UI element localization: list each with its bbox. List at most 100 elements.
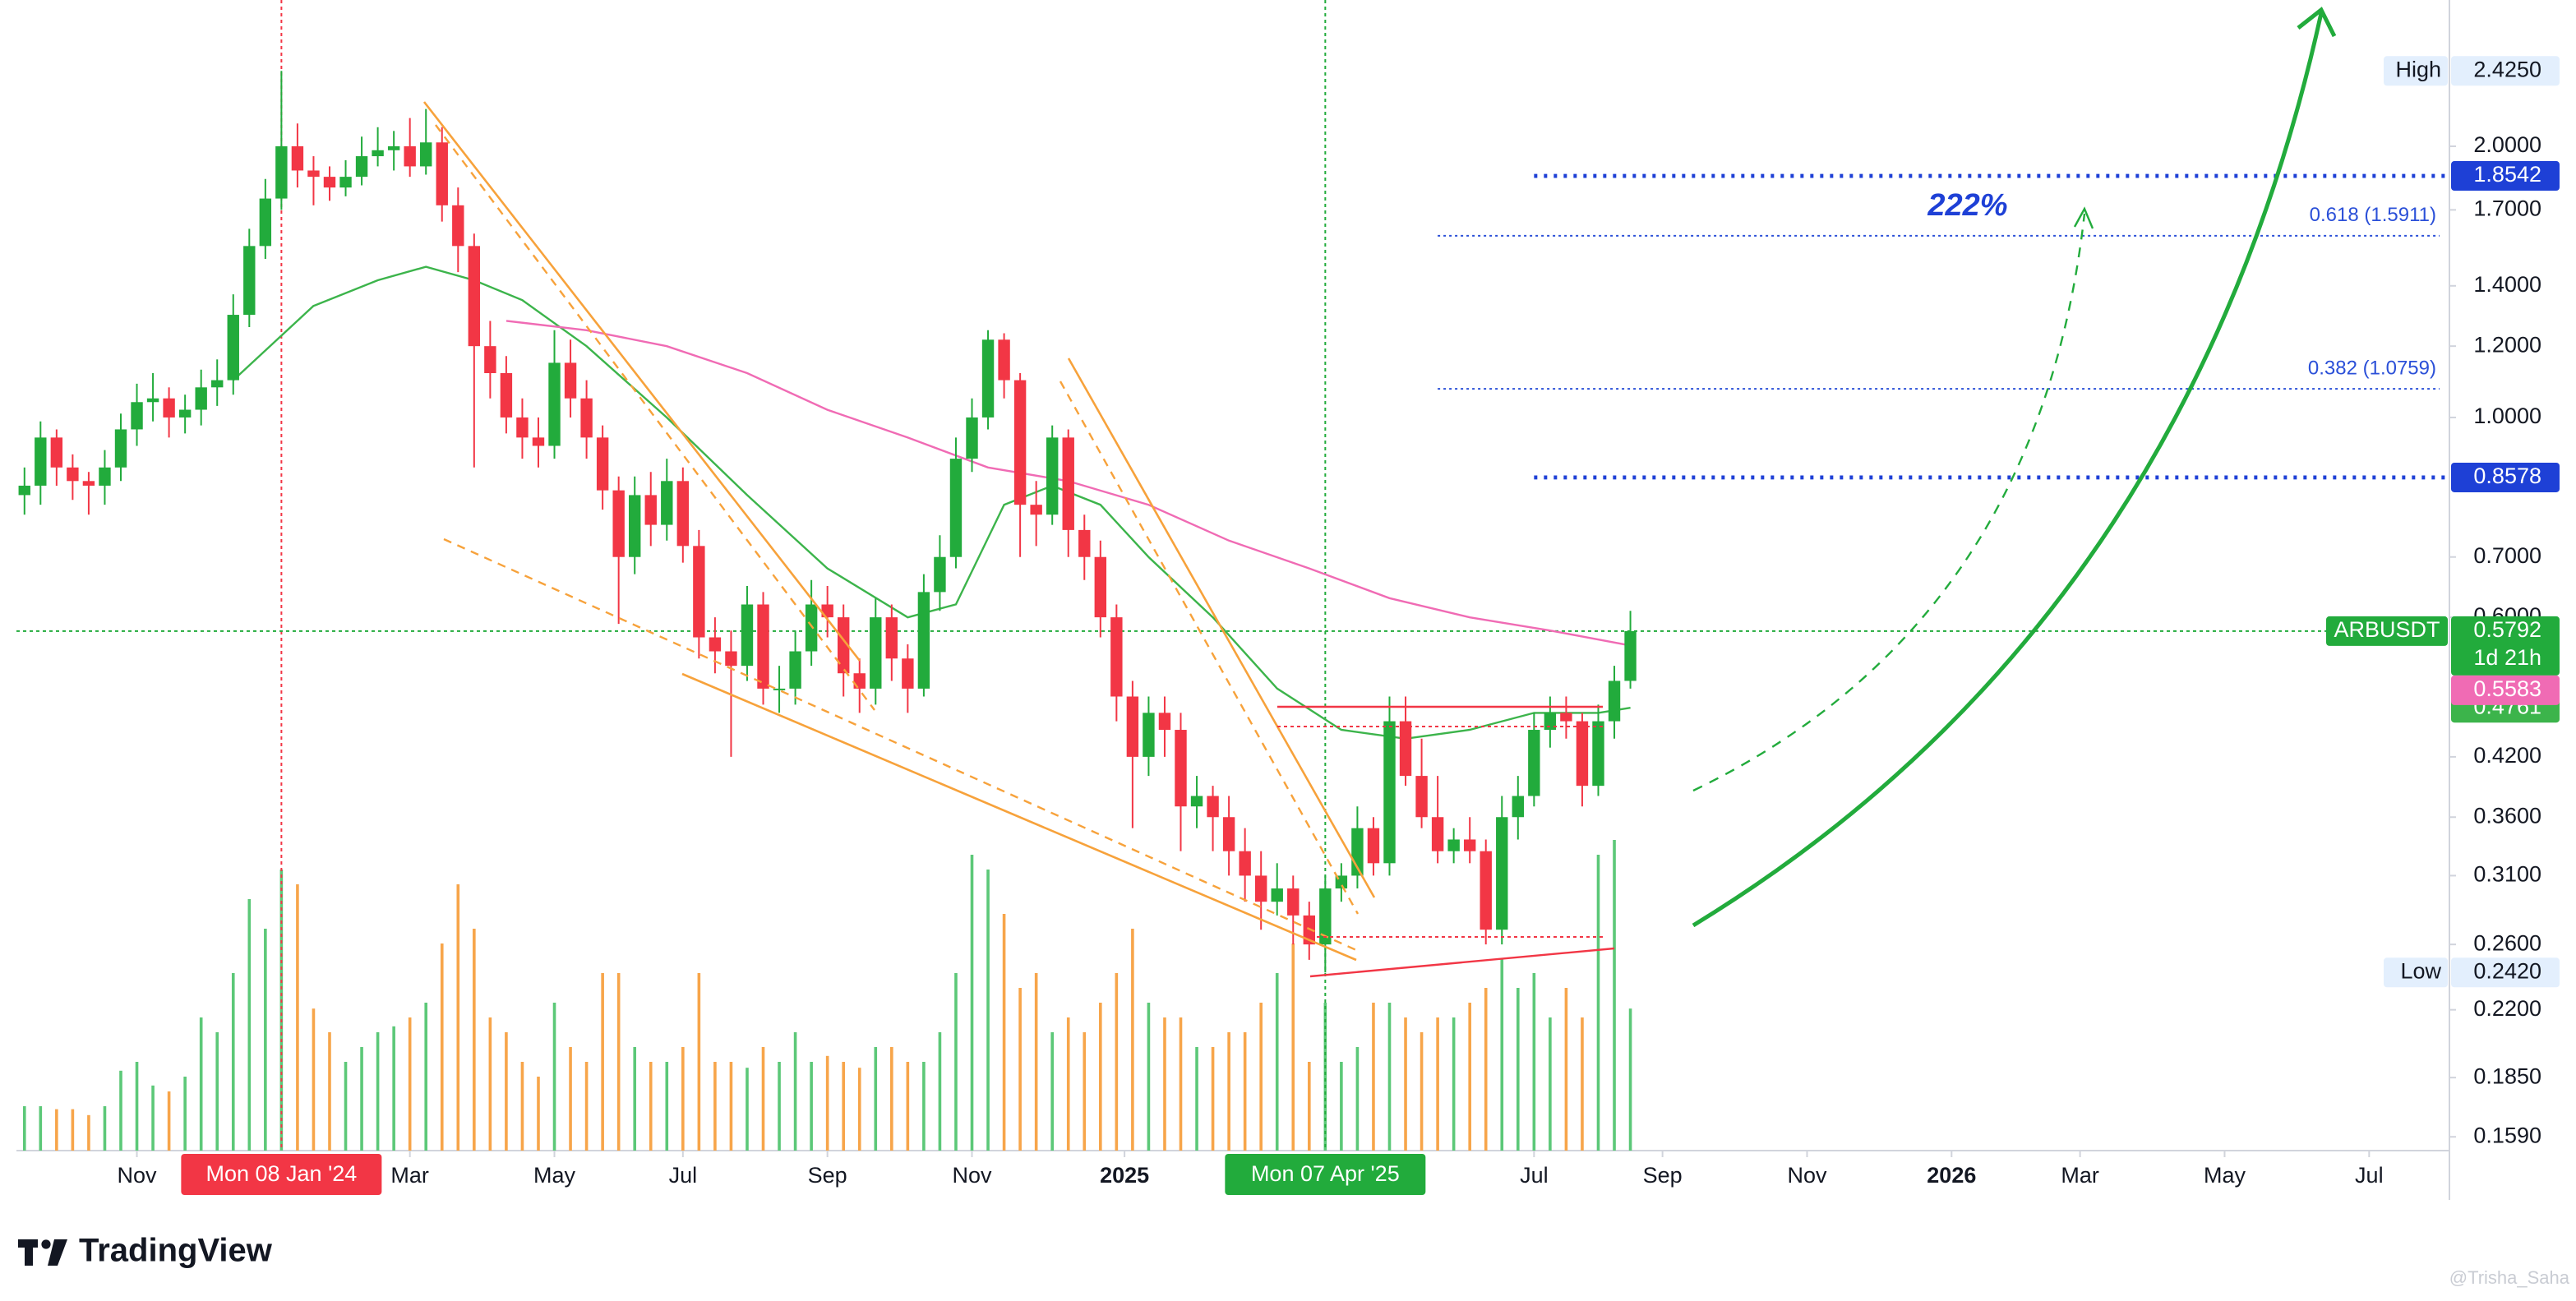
candle-body	[1046, 437, 1059, 515]
y-tick-label: 0.3600	[2473, 803, 2541, 828]
high-tag	[2384, 56, 2448, 86]
volume-bar	[55, 1109, 58, 1151]
candle-body	[1175, 730, 1187, 807]
candle-body	[372, 150, 384, 157]
candle-body	[966, 417, 978, 459]
volume-bar	[167, 1091, 171, 1151]
candle-body	[1239, 851, 1251, 876]
high-label: 2.4250	[2473, 57, 2541, 81]
volume-bar	[1083, 1032, 1087, 1151]
arrow-head	[2073, 206, 2094, 229]
candle-body	[548, 362, 561, 446]
candle-body	[596, 437, 609, 491]
trend-line	[435, 124, 875, 711]
candle-body	[387, 146, 400, 150]
candle-body	[1480, 851, 1492, 930]
annotation: 222%	[1927, 188, 2007, 223]
volume-bar	[199, 1017, 203, 1151]
candle-body	[452, 205, 464, 247]
volume-bar	[1452, 1017, 1456, 1151]
x-tick-label: Jul	[669, 1163, 698, 1188]
volume-bar	[810, 1062, 813, 1151]
volume-bar	[312, 1008, 316, 1151]
volume-bar	[970, 855, 974, 1151]
candle-body	[1158, 713, 1171, 731]
level-box	[2451, 161, 2560, 191]
candle-body	[853, 673, 866, 689]
volume-bar	[279, 870, 284, 1151]
ma-label: 0.5583	[2473, 676, 2541, 701]
countdown-label: 1d 21h	[2473, 645, 2541, 670]
volume-bar	[954, 973, 958, 1151]
volume-bar	[681, 1047, 685, 1151]
date-marker-label: Mon 08 Jan '24	[205, 1161, 357, 1186]
volume-bar	[793, 1032, 797, 1151]
volume-bar	[1484, 988, 1488, 1151]
candle-body	[1431, 817, 1444, 851]
candle-body	[131, 402, 143, 430]
x-tick-label: Sep	[1643, 1163, 1683, 1188]
volume-bar	[857, 1068, 861, 1151]
candle-body	[1319, 888, 1332, 945]
candle-body	[420, 142, 432, 167]
candle-body	[644, 495, 657, 525]
volume-layer	[22, 840, 1632, 1151]
candle-body	[516, 417, 529, 438]
volume-bar	[87, 1114, 90, 1151]
candle-body	[1512, 796, 1524, 818]
candle-body	[67, 467, 79, 482]
volume-bar	[1628, 1008, 1632, 1151]
candle-body	[82, 481, 95, 486]
volume-bar	[1404, 1017, 1407, 1151]
y-tick-label: 2.0000	[2473, 132, 2541, 157]
volume-bar	[1372, 1003, 1375, 1151]
logo: TradingView	[18, 1233, 273, 1269]
volume-bar	[825, 1055, 829, 1151]
candle-body	[1062, 437, 1074, 530]
candle-body	[1110, 617, 1123, 697]
volume-bar	[456, 884, 460, 1151]
volume-bar	[584, 1062, 589, 1151]
candle-body	[612, 490, 625, 557]
volume-bar	[505, 1032, 508, 1151]
volume-bar	[1163, 1017, 1166, 1151]
volume-bar	[729, 1062, 733, 1151]
volume-bar	[408, 1017, 412, 1151]
candle-body	[259, 198, 272, 247]
volume-bar	[473, 929, 476, 1151]
candle-body	[1383, 721, 1396, 864]
fib-label: 0.382 (1.0759)	[2308, 357, 2436, 379]
volume-bar	[552, 1003, 556, 1151]
level-box	[2451, 462, 2560, 492]
candle-body	[1399, 721, 1412, 777]
volume-bar	[616, 973, 621, 1151]
moving-average	[232, 265, 1631, 740]
volume-bar	[1243, 1032, 1247, 1151]
volume-bar	[231, 973, 235, 1151]
candle-body	[1592, 721, 1604, 787]
volume-bar	[1179, 1017, 1183, 1151]
volume-bar	[1323, 1003, 1327, 1151]
volume-bar	[665, 1062, 669, 1151]
candle-body	[227, 315, 239, 381]
volume-bar	[360, 1047, 363, 1151]
candle-body	[1415, 776, 1428, 818]
volume-bar	[1291, 943, 1295, 1151]
volume-bar	[1549, 1017, 1552, 1151]
volume-bar	[520, 1062, 524, 1151]
candle-body	[998, 339, 1010, 381]
candle-body	[676, 481, 690, 547]
y-tick-label: 0.2200	[2473, 996, 2541, 1021]
volume-bar	[1500, 958, 1504, 1151]
candle-body	[1560, 713, 1572, 722]
trend-line	[1059, 381, 1360, 915]
volume-bar	[39, 1106, 43, 1151]
symbol-label: ARBUSDT	[2334, 617, 2440, 642]
candle-body	[163, 398, 175, 418]
volume-bar	[424, 1003, 428, 1151]
y-tick-label: 1.0000	[2473, 404, 2541, 428]
x-tick-label: Nov	[118, 1163, 158, 1188]
volume-bar	[22, 1106, 26, 1151]
volume-bar	[119, 1070, 122, 1151]
